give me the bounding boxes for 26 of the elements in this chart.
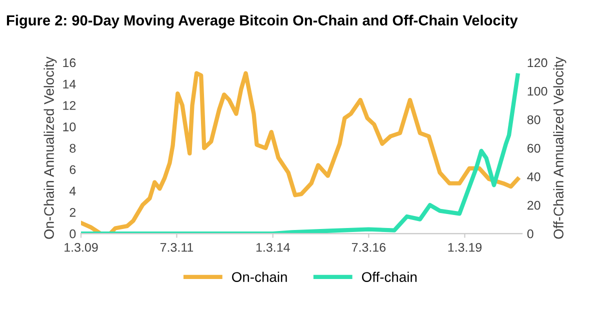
y2-tick-label: 80 (527, 115, 540, 124)
y-axis-title: On-Chain Annualized Velocity (44, 56, 57, 239)
y-tick-label: 10 (63, 122, 76, 132)
y2-axis-title: Off-Chain Annualized Velocity (553, 56, 566, 239)
y2-tick-label: 0 (527, 229, 534, 238)
y2-tick-label: 20 (527, 200, 540, 210)
y-tick-label: 12 (63, 101, 76, 110)
x-tick-label: 7.3.16 (352, 242, 386, 252)
y-tick-label: 16 (63, 58, 76, 68)
x-tick-label: 1.3.19 (448, 242, 482, 252)
x-tick-label: 1.3.09 (64, 242, 98, 252)
chart-title: Figure 2: 90-Day Moving Average Bitcoin On-Chain and Off-Chain Velocity (6, 14, 518, 28)
y-tick-label: 0 (70, 229, 76, 238)
y-tick-label: 6 (70, 165, 76, 174)
legend-label: On-chain (232, 272, 287, 282)
y-tick-label: 2 (70, 208, 76, 217)
y-tick-label: 8 (70, 144, 76, 153)
y2-tick-label: 40 (527, 172, 540, 182)
y2-tick-label: 60 (527, 144, 540, 153)
x-tick-label: 1.3.14 (256, 242, 290, 252)
y-tick-label: 14 (63, 80, 76, 88)
legend-label: Off-chain (362, 272, 417, 282)
x-tick-label: 7.3.11 (160, 242, 194, 252)
y2-tick-label: 100 (528, 86, 548, 96)
y-tick-label: 4 (69, 186, 76, 196)
y2-tick-label: 120 (528, 58, 548, 68)
